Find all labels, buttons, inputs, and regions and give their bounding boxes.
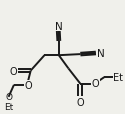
Text: N: N xyxy=(97,49,105,58)
Text: O: O xyxy=(10,66,17,76)
Text: N: N xyxy=(55,21,63,31)
Text: O: O xyxy=(24,81,32,91)
Text: O: O xyxy=(92,78,100,88)
Text: Et: Et xyxy=(113,73,123,82)
Text: O
Et: O Et xyxy=(4,92,13,111)
Text: O: O xyxy=(76,97,84,107)
